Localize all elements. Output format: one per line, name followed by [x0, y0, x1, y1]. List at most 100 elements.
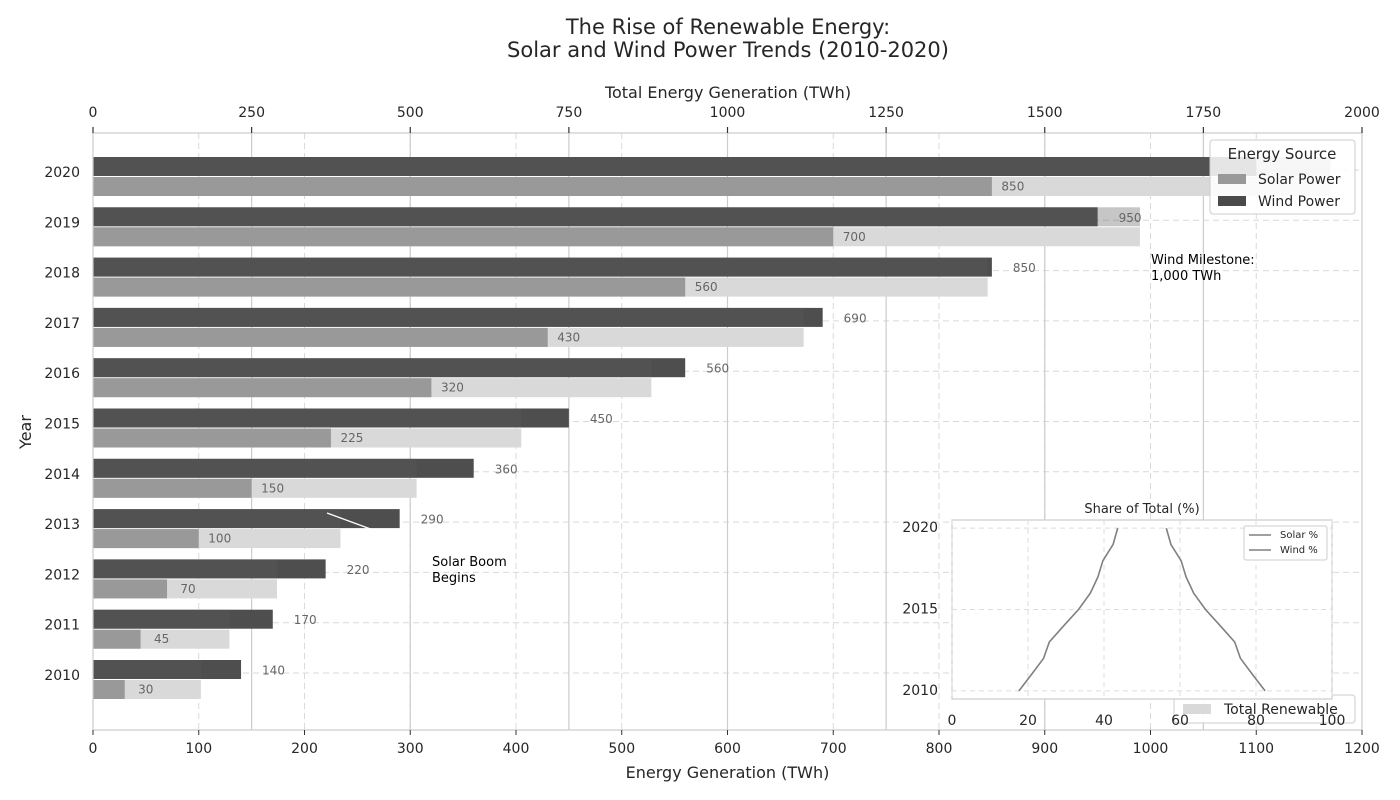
- x-tick-label: 1100: [1238, 741, 1274, 757]
- top-tick-label: 250: [238, 105, 265, 121]
- y-tick-label: 2017: [44, 316, 80, 332]
- top-tick-label: 500: [397, 105, 424, 121]
- top-x-axis: 0 250 500 750 1000 1250 1500 1750 2000: [89, 105, 1380, 133]
- solar-value-label: 70: [180, 582, 195, 596]
- legend-swatch-solar: [1218, 174, 1246, 184]
- x-tick-label: 0: [89, 741, 98, 757]
- x-tick-label: 500: [608, 741, 635, 757]
- legend-title: Energy Source: [1228, 145, 1337, 163]
- inset-x-tick: 20: [1019, 713, 1037, 729]
- legend: Energy Source Solar Power Wind Power: [1209, 139, 1356, 215]
- wind-value-label: 450: [590, 412, 613, 426]
- bar-solar-2013: [93, 529, 199, 549]
- solar-value-label: 700: [843, 230, 866, 244]
- chart-title-line: The Rise of Renewable Energy:: [565, 15, 890, 39]
- wind-value-label: 140: [262, 664, 285, 678]
- x-tick-label: 300: [397, 741, 424, 757]
- x-tick-label: 700: [820, 741, 847, 757]
- inset-y-tick: 2020: [902, 520, 938, 536]
- wind-value-label: 950: [1119, 211, 1142, 225]
- solar-value-label: 150: [261, 481, 284, 495]
- solar-value-label: 225: [340, 431, 363, 445]
- bar-solar-2010: [93, 680, 125, 699]
- y-tick-label: 2018: [44, 266, 80, 282]
- legend-label-wind: Wind Power: [1258, 194, 1340, 210]
- bar-wind-2010: [93, 660, 242, 679]
- wind-value-label: 690: [844, 311, 867, 325]
- x-tick-label: 200: [291, 741, 318, 757]
- y-tick-label: 2020: [44, 165, 80, 181]
- wind-value-label: 560: [706, 362, 729, 376]
- inset-y-tick: 2015: [902, 602, 938, 618]
- legend-box: [1209, 139, 1356, 215]
- bar-total-overlay-2014: [93, 458, 417, 478]
- y-tick-label: 2015: [44, 417, 80, 433]
- solar-value-label: 320: [441, 381, 464, 395]
- annotation-solar-boom: Begins: [432, 571, 476, 586]
- top-tick-label: 1250: [868, 105, 904, 121]
- bar-total-overlay-2013: [93, 509, 341, 529]
- wind-value-label: 360: [495, 462, 518, 476]
- bar-wind-2013: [93, 509, 400, 529]
- bar-wind-2017: [93, 307, 823, 327]
- solar-value-label: 45: [154, 632, 169, 646]
- chart-title-line: Solar and Wind Power Trends (2010-2020): [507, 38, 949, 62]
- bar-total-overlay-2020: [93, 157, 1331, 176]
- x-tick-label: 800: [926, 741, 953, 757]
- bar-solar-2018: [93, 277, 686, 297]
- annotation-wind-milestone: Wind Milestone:: [1151, 253, 1255, 268]
- y-tick-label: 2019: [44, 215, 80, 231]
- bar-wind-2011: [93, 609, 273, 629]
- x-tick-label: 1200: [1344, 741, 1380, 757]
- bar-solar-2015: [93, 428, 331, 448]
- top-tick-label: 1750: [1186, 105, 1222, 121]
- bar-total-overlay-2016: [93, 358, 652, 378]
- bar-wind-2019: [93, 207, 1098, 227]
- x-tick-label: 600: [714, 741, 741, 757]
- x-tick-label: 900: [1031, 741, 1058, 757]
- solar-value-label: 30: [138, 683, 153, 697]
- inset-legend-label: Wind %: [1280, 545, 1318, 556]
- bar-solar-2019: [93, 227, 834, 247]
- inset-x-tick: 80: [1247, 713, 1265, 729]
- y-tick-label: 2014: [44, 467, 80, 483]
- bar-wind-2015: [93, 408, 569, 428]
- wind-value-label: 170: [294, 613, 317, 627]
- top-tick-label: 1000: [710, 105, 746, 121]
- chart-title: The Rise of Renewable Energy:Solar and W…: [507, 15, 949, 62]
- bar-total-overlay-2012: [93, 559, 278, 579]
- inset-legend-label: Solar %: [1280, 530, 1318, 541]
- inset-x-tick: 40: [1095, 713, 1113, 729]
- legend-swatch-total: [1183, 704, 1211, 714]
- wind-value-label: 220: [347, 563, 370, 577]
- annotation-arrow: [326, 512, 377, 532]
- y-tick-label: 2013: [44, 517, 80, 533]
- bar-total-overlay-2010: [93, 660, 201, 679]
- top-tick-label: 1500: [1027, 105, 1063, 121]
- wind-value-label: 850: [1013, 261, 1036, 275]
- wind-value-label: 290: [421, 513, 444, 527]
- bar-solar-2020: [93, 177, 992, 196]
- top-x-axis-label: Total Energy Generation (TWh): [604, 83, 851, 102]
- inset-x-tick: 60: [1171, 713, 1189, 729]
- bar-total-overlay-2019: [93, 207, 1140, 227]
- bar-wind-2018: [93, 257, 992, 277]
- bar-wind-2012: [93, 559, 326, 579]
- bar-wind-2016: [93, 358, 686, 378]
- annotation-wind-milestone: 1,000 TWh: [1151, 269, 1221, 284]
- x-tick-label: 400: [503, 741, 530, 757]
- bar-total-overlay-2015: [93, 408, 522, 428]
- inset-x-tick: 0: [948, 713, 957, 729]
- solar-value-label: 100: [208, 532, 231, 546]
- inset-line-wind: [1165, 527, 1266, 692]
- bar-wind-2020: [93, 157, 1257, 176]
- legend-label-total: Total Renewable: [1223, 702, 1338, 718]
- x-axis-label: Energy Generation (TWh): [626, 763, 830, 782]
- bar-total-overlay-2018: [93, 257, 988, 277]
- bar-total-overlay-2011: [93, 609, 230, 629]
- top-tick-label: 2000: [1344, 105, 1380, 121]
- x-tick-label: 100: [185, 741, 212, 757]
- bar-solar-2011: [93, 629, 141, 649]
- y-axis-label: Year: [16, 415, 35, 450]
